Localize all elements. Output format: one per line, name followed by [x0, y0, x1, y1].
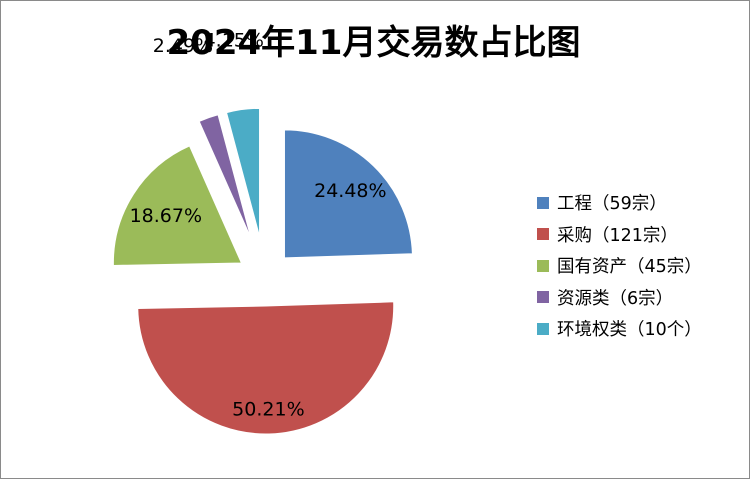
data-label-0: 24.48% — [314, 180, 386, 202]
legend-label: 工程（59宗） — [557, 194, 667, 215]
legend-item-3: 资源类（6宗） — [537, 282, 702, 314]
legend-label: 采购（121宗） — [557, 225, 678, 246]
data-label-1: 50.21% — [232, 398, 304, 420]
legend-swatch — [537, 196, 549, 209]
pie-slice-3 — [198, 114, 252, 239]
legend-label: 环境权类（10个） — [557, 320, 702, 341]
data-label-4: 4.15% — [204, 30, 264, 52]
legend-item-2: 国有资产（45宗） — [537, 250, 702, 282]
legend-label: 国有资产（45宗） — [557, 257, 702, 278]
legend-swatch — [537, 259, 549, 272]
legend-item-1: 采购（121宗） — [537, 219, 702, 251]
legend-label: 资源类（6宗） — [557, 288, 674, 309]
legend-swatch — [537, 291, 549, 304]
pie-slice-2 — [112, 145, 243, 266]
legend-item-0: 工程（59宗） — [537, 187, 702, 219]
data-label-3: 2.49% — [153, 35, 213, 57]
pie-slice-4 — [225, 107, 261, 237]
pie-slice-1 — [137, 301, 395, 435]
chart-legend: 工程（59宗） 采购（121宗） 国有资产（45宗） 资源类（6宗） 环境权类（10个） — [537, 187, 702, 345]
pie-slice-0 — [283, 129, 413, 259]
data-label-2: 18.67% — [130, 205, 202, 227]
chart-title: 2024年11月交易数占比图 — [166, 23, 581, 63]
legend-item-4: 环境权类（10个） — [537, 313, 702, 345]
legend-swatch — [537, 228, 549, 241]
legend-swatch — [537, 322, 549, 335]
